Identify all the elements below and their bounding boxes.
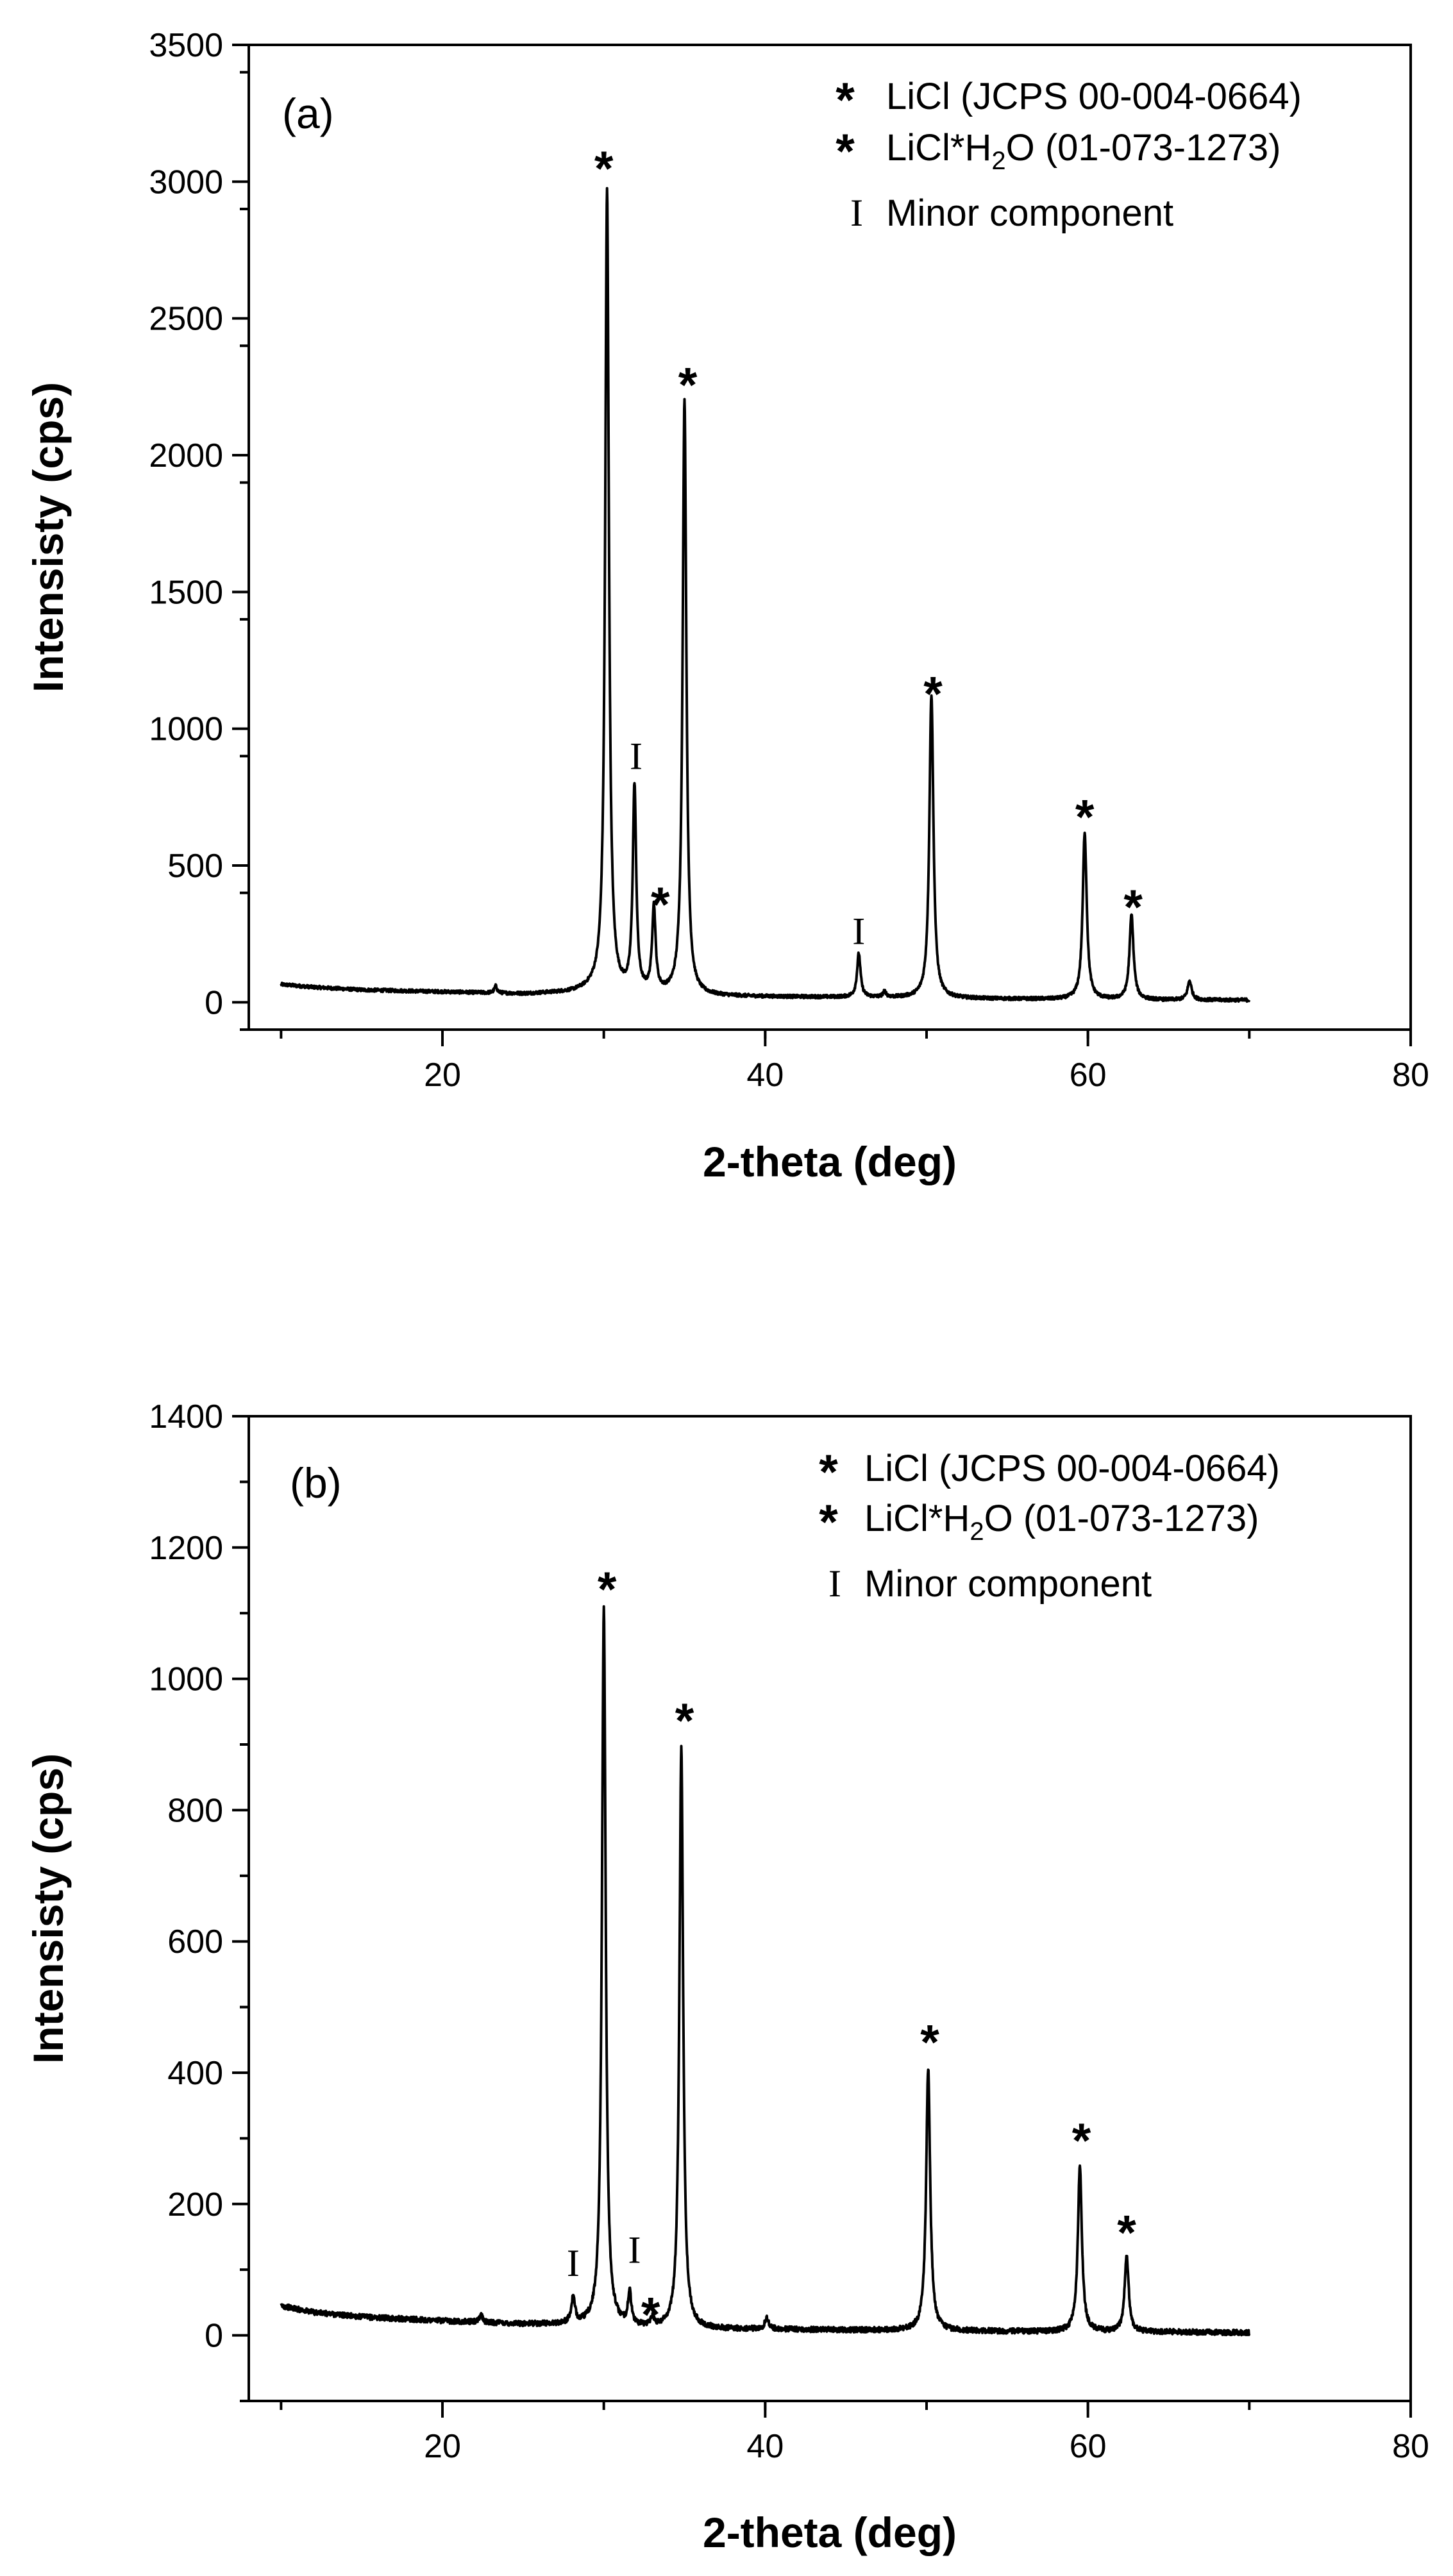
minor-peak-marker: I — [567, 2242, 580, 2284]
y-tick-label: 1400 — [149, 1398, 223, 1435]
panel-a-ticks: 20 40 60 80 0 500 1000 1500 2000 2500 3000 3500 — [149, 27, 1429, 1094]
licl-peak-marker: * — [920, 2016, 939, 2070]
y-tick-label: 0 — [205, 984, 223, 1021]
licl-peak-marker: * — [678, 358, 698, 412]
legend-a-minor-label: Minor component — [886, 192, 1173, 234]
panel-b-peak-annotations: ******I I — [567, 1562, 1136, 2343]
y-tick-label: 600 — [167, 1923, 223, 1961]
panel-a-frame — [248, 44, 1412, 1031]
x-tick-label: 60 — [1070, 1057, 1107, 1094]
x-tick-label: 80 — [1392, 1057, 1429, 1094]
minor-peak-marker: I — [630, 735, 643, 777]
legend-a-licl-label: LiCl (JCPS 00-004-0664) — [886, 76, 1302, 117]
legend-a-hydrate-label-pre: LiCl*H — [886, 127, 991, 169]
minor-peak-marker: I — [852, 910, 865, 952]
panel-b-frame — [248, 1415, 1412, 2402]
x-tick-label: 80 — [1392, 2428, 1429, 2465]
panel-b-x-axis-title: 2-theta (deg) — [703, 2509, 957, 2556]
legend-b-hydrate-label: LiCl*H2O (01-073-1273) — [864, 1498, 1259, 1546]
x-tick-label: 40 — [746, 1057, 784, 1094]
panel-a-x-axis-title: 2-theta (deg) — [703, 1138, 957, 1185]
panel-b-label: (b) — [290, 1459, 342, 1507]
legend-b-licl-marker: * — [819, 1445, 838, 1500]
panel-b-legend: * LiCl (JCPS 00-004-0664) * LiCl*H2O (01… — [819, 1445, 1280, 1605]
legend-a-minor-marker: I — [850, 192, 863, 234]
y-tick-label: 500 — [167, 848, 223, 885]
y-tick-label: 1200 — [149, 1530, 223, 1567]
panel-a-peak-annotations: * * * * * * I I — [594, 142, 1143, 952]
licl-peak-marker: * — [1072, 2114, 1091, 2168]
hydrate-peak-marker: * — [641, 2288, 660, 2343]
y-tick-label: 3000 — [149, 163, 223, 201]
x-tick-label: 20 — [424, 1057, 461, 1094]
legend-b-minor-marker: I — [828, 1562, 841, 1605]
licl-peak-marker: * — [1123, 880, 1143, 935]
y-tick-label: 800 — [167, 1792, 223, 1829]
legend-b-hydrate-label-pre: LiCl*H — [864, 1498, 970, 1539]
licl-peak-marker: * — [923, 667, 943, 721]
y-tick-label: 1000 — [149, 711, 223, 748]
y-tick-label: 1000 — [149, 1661, 223, 1698]
y-tick-label: 1500 — [149, 574, 223, 611]
legend-b-licl-label: LiCl (JCPS 00-004-0664) — [864, 1448, 1280, 1489]
y-tick-label: 2500 — [149, 301, 223, 338]
licl-peak-marker: * — [594, 142, 614, 196]
panel-a-xrd-trace — [280, 187, 1251, 1003]
panel-a-label: (a) — [282, 90, 334, 137]
legend-a-hydrate-label-subscript: 2 — [991, 147, 1005, 175]
licl-peak-marker: * — [675, 1694, 694, 1748]
panel-a-legend: * LiCl (JCPS 00-004-0664) * LiCl*H2O (01… — [836, 73, 1302, 234]
y-tick-label: 2000 — [149, 437, 223, 474]
legend-a-hydrate-label-post: O (01-073-1273) — [1006, 127, 1281, 169]
y-tick-label: 0 — [205, 2318, 223, 2355]
x-tick-label: 40 — [746, 2428, 784, 2465]
hydrate-peak-marker: * — [651, 878, 670, 932]
x-tick-label: 60 — [1070, 2428, 1107, 2465]
legend-a-hydrate-label: LiCl*H2O (01-073-1273) — [886, 127, 1281, 175]
legend-b-hydrate-label-subscript: 2 — [970, 1518, 984, 1546]
legend-b-minor-label: Minor component — [864, 1563, 1152, 1605]
y-tick-label: 3500 — [149, 27, 223, 64]
panel-b-xrd-trace — [280, 1605, 1251, 2337]
licl-peak-marker: * — [1075, 790, 1095, 844]
y-tick-label: 400 — [167, 2055, 223, 2092]
y-tick-label: 200 — [167, 2186, 223, 2223]
licl-peak-marker: * — [598, 1562, 617, 1617]
legend-b-hydrate-marker: * — [819, 1495, 838, 1550]
x-tick-label: 20 — [424, 2428, 461, 2465]
legend-a-hydrate-marker: * — [836, 124, 855, 179]
panel-a-y-axis-title: Intensisty (cps) — [24, 382, 72, 692]
panel-b-y-axis-title: Intensisty (cps) — [24, 1753, 72, 2064]
legend-a-licl-marker: * — [836, 73, 855, 128]
legend-b-hydrate-label-post: O (01-073-1273) — [984, 1498, 1259, 1539]
minor-peak-marker: I — [628, 2229, 641, 2271]
licl-peak-marker: * — [1117, 2206, 1136, 2261]
